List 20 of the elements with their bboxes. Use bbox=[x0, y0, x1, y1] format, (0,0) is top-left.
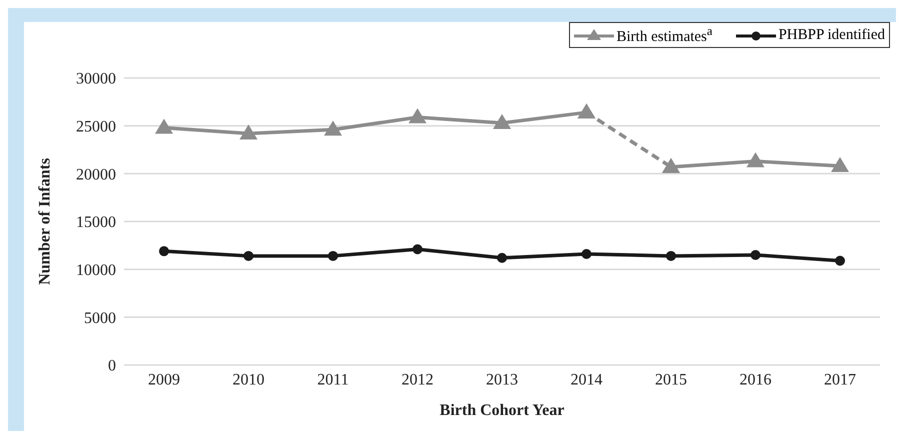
x-tick-label: 2013 bbox=[486, 371, 518, 388]
y-tick-label: 15000 bbox=[76, 214, 116, 232]
x-tick-label: 2016 bbox=[740, 371, 772, 388]
y-tick-label: 30000 bbox=[76, 70, 116, 88]
x-tick-label: 2010 bbox=[232, 371, 264, 388]
y-tick-label: 10000 bbox=[76, 262, 116, 280]
x-tick-label: 2015 bbox=[655, 371, 687, 388]
x-tick-label: 2009 bbox=[148, 371, 180, 388]
y-tick-label: 20000 bbox=[76, 166, 116, 184]
x-tick-label: 2014 bbox=[570, 371, 602, 388]
legend-label: PHBPP identified bbox=[778, 26, 885, 44]
legend-label: Birth estimates$^{a}$ bbox=[616, 24, 712, 46]
x-tick-label: 2012 bbox=[402, 371, 434, 388]
x-axis-title: Birth Cohort Year bbox=[440, 402, 564, 419]
y-tick-label: 0 bbox=[108, 358, 116, 375]
y-tick-label: 25000 bbox=[76, 118, 116, 136]
x-tick-label: 2017 bbox=[824, 371, 856, 388]
x-tick-label: 2011 bbox=[317, 371, 349, 388]
y-axis-title: Number of Infants bbox=[36, 158, 54, 285]
y-tick-label: 5000 bbox=[84, 310, 116, 327]
